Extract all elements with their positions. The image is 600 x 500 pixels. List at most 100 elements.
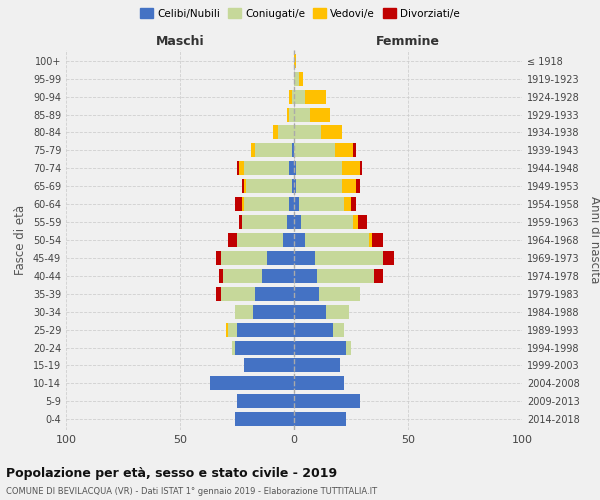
Bar: [289, 90, 292, 104]
Bar: [294, 376, 344, 390]
Bar: [242, 179, 244, 193]
Legend: Celibi/Nubili, Coniugati/e, Vedovi/e, Divorziati/e: Celibi/Nubili, Coniugati/e, Vedovi/e, Di…: [137, 5, 463, 21]
Bar: [294, 179, 296, 193]
Y-axis label: Fasce di età: Fasce di età: [14, 205, 27, 275]
Bar: [294, 269, 317, 283]
Bar: [326, 304, 349, 318]
Bar: [299, 197, 344, 211]
Bar: [209, 376, 294, 390]
Bar: [294, 340, 346, 354]
Bar: [294, 144, 335, 158]
Bar: [310, 108, 331, 122]
Bar: [287, 215, 294, 229]
Bar: [255, 287, 294, 301]
Bar: [371, 233, 383, 247]
Bar: [266, 251, 294, 265]
Bar: [314, 251, 383, 265]
Bar: [239, 215, 242, 229]
Bar: [237, 233, 283, 247]
Bar: [369, 233, 371, 247]
Bar: [374, 269, 383, 283]
Bar: [242, 197, 244, 211]
Bar: [294, 72, 299, 86]
Bar: [351, 197, 356, 211]
Text: Femmine: Femmine: [376, 35, 440, 48]
Bar: [294, 394, 360, 408]
Bar: [296, 162, 342, 175]
Bar: [244, 197, 289, 211]
Text: Maschi: Maschi: [155, 35, 205, 48]
Bar: [322, 126, 342, 140]
Bar: [228, 322, 237, 336]
Bar: [287, 108, 289, 122]
Bar: [244, 162, 289, 175]
Bar: [223, 269, 262, 283]
Bar: [289, 197, 294, 211]
Bar: [335, 144, 353, 158]
Bar: [342, 162, 360, 175]
Bar: [301, 215, 353, 229]
Bar: [305, 90, 326, 104]
Bar: [294, 197, 299, 211]
Bar: [246, 179, 292, 193]
Bar: [344, 197, 351, 211]
Bar: [235, 340, 294, 354]
Bar: [283, 233, 294, 247]
Bar: [292, 179, 294, 193]
Bar: [226, 322, 228, 336]
Bar: [294, 412, 346, 426]
Bar: [342, 179, 356, 193]
Bar: [294, 233, 305, 247]
Bar: [289, 162, 294, 175]
Bar: [237, 162, 239, 175]
Bar: [278, 126, 294, 140]
Bar: [333, 322, 344, 336]
Bar: [294, 287, 319, 301]
Y-axis label: Anni di nascita: Anni di nascita: [588, 196, 600, 284]
Bar: [294, 304, 326, 318]
Bar: [255, 144, 292, 158]
Bar: [235, 412, 294, 426]
Bar: [360, 162, 362, 175]
Bar: [383, 251, 394, 265]
Bar: [274, 126, 278, 140]
Bar: [242, 215, 287, 229]
Bar: [294, 358, 340, 372]
Bar: [294, 322, 333, 336]
Bar: [353, 215, 358, 229]
Text: Popolazione per età, sesso e stato civile - 2019: Popolazione per età, sesso e stato civil…: [6, 468, 337, 480]
Bar: [305, 233, 369, 247]
Bar: [292, 144, 294, 158]
Bar: [232, 340, 235, 354]
Bar: [294, 90, 305, 104]
Bar: [294, 108, 310, 122]
Bar: [221, 251, 266, 265]
Bar: [244, 179, 246, 193]
Bar: [294, 162, 296, 175]
Bar: [292, 90, 294, 104]
Bar: [289, 108, 294, 122]
Bar: [317, 269, 374, 283]
Bar: [294, 54, 296, 68]
Bar: [239, 162, 244, 175]
Bar: [356, 179, 360, 193]
Bar: [228, 233, 237, 247]
Bar: [358, 215, 367, 229]
Bar: [346, 340, 351, 354]
Bar: [221, 287, 255, 301]
Bar: [251, 144, 255, 158]
Bar: [319, 287, 360, 301]
Bar: [353, 144, 356, 158]
Bar: [294, 215, 301, 229]
Bar: [262, 269, 294, 283]
Bar: [235, 197, 242, 211]
Bar: [294, 126, 322, 140]
Bar: [219, 269, 223, 283]
Bar: [237, 322, 294, 336]
Bar: [217, 287, 221, 301]
Bar: [244, 358, 294, 372]
Bar: [237, 394, 294, 408]
Bar: [294, 251, 314, 265]
Text: COMUNE DI BEVILACQUA (VR) - Dati ISTAT 1° gennaio 2019 - Elaborazione TUTTITALIA: COMUNE DI BEVILACQUA (VR) - Dati ISTAT 1…: [6, 488, 377, 496]
Bar: [235, 304, 253, 318]
